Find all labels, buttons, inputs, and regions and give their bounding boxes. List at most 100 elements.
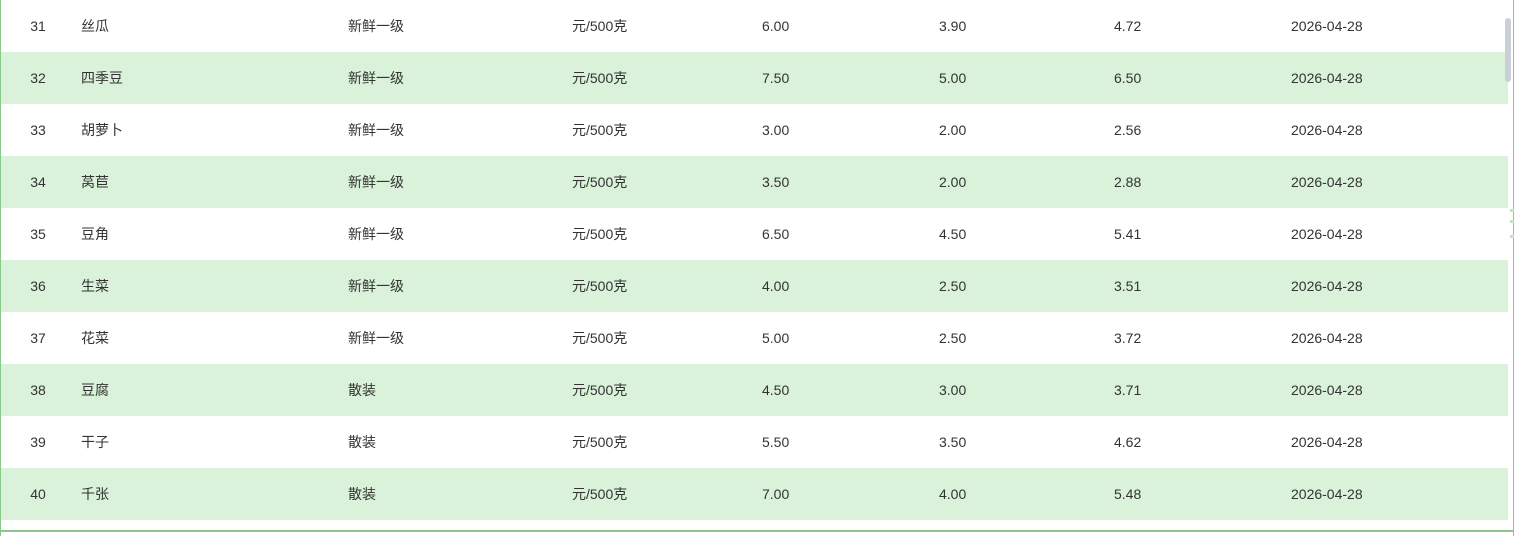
border-mark <box>1510 235 1514 238</box>
scrollbar-track[interactable] <box>1504 0 1512 530</box>
cell-avg-price: 4.72 <box>1114 18 1142 34</box>
cell-product-name: 胡萝卜 <box>81 122 123 138</box>
cell-high-price: 4.50 <box>762 382 790 398</box>
cell-date: 2026-04-28 <box>1291 18 1363 34</box>
cell-low-price: 3.90 <box>939 18 967 34</box>
table-row: 36 生菜 新鲜一级 元/500克 4.00 2.50 3.51 2026-04… <box>1 260 1508 312</box>
cell-product-name: 千张 <box>81 486 109 502</box>
cell-unit: 元/500克 <box>572 18 628 34</box>
cell-index: 34 <box>30 174 46 190</box>
cell-spec: 散装 <box>348 382 376 398</box>
cell-index: 36 <box>30 278 46 294</box>
cell-product-name: 生菜 <box>81 278 109 294</box>
cell-date: 2026-04-28 <box>1291 278 1363 294</box>
cell-product-name: 莴苣 <box>81 174 109 190</box>
cell-date: 2026-04-28 <box>1291 434 1363 450</box>
cell-low-price: 4.50 <box>939 226 967 242</box>
cell-avg-price: 5.41 <box>1114 226 1142 242</box>
table-border-right <box>1513 0 1514 536</box>
table-row: 32 四季豆 新鲜一级 元/500克 7.50 5.00 6.50 2026-0… <box>1 52 1508 104</box>
cell-low-price: 5.00 <box>939 70 967 86</box>
cell-high-price: 5.50 <box>762 434 790 450</box>
cell-unit: 元/500克 <box>572 70 628 86</box>
cell-avg-price: 3.72 <box>1114 330 1142 346</box>
table-row: 38 豆腐 散装 元/500克 4.50 3.00 3.71 2026-04-2… <box>1 364 1508 416</box>
cell-index: 38 <box>30 382 46 398</box>
cell-low-price: 3.00 <box>939 382 967 398</box>
cell-high-price: 6.00 <box>762 18 790 34</box>
cell-unit: 元/500克 <box>572 434 628 450</box>
cell-avg-price: 2.56 <box>1114 122 1142 138</box>
cell-index: 32 <box>30 70 46 86</box>
cell-low-price: 3.50 <box>939 434 967 450</box>
cell-spec: 新鲜一级 <box>348 18 404 34</box>
cell-date: 2026-04-28 <box>1291 226 1363 242</box>
table-row: 31 丝瓜 新鲜一级 元/500克 6.00 3.90 4.72 2026-04… <box>1 0 1508 52</box>
cell-avg-price: 3.51 <box>1114 278 1142 294</box>
cell-unit: 元/500克 <box>572 486 628 502</box>
cell-unit: 元/500克 <box>572 330 628 346</box>
scrollbar-thumb[interactable] <box>1505 18 1511 82</box>
cell-avg-price: 3.71 <box>1114 382 1142 398</box>
cell-product-name: 豆角 <box>81 226 109 242</box>
cell-spec: 新鲜一级 <box>348 70 404 86</box>
cell-spec: 新鲜一级 <box>348 226 404 242</box>
cell-product-name: 四季豆 <box>81 70 123 86</box>
cell-low-price: 2.50 <box>939 278 967 294</box>
cell-product-name: 花菜 <box>81 330 109 346</box>
cell-index: 35 <box>30 226 46 242</box>
cell-date: 2026-04-28 <box>1291 174 1363 190</box>
cell-spec: 新鲜一级 <box>348 174 404 190</box>
cell-product-name: 豆腐 <box>81 382 109 398</box>
table-row: 37 花菜 新鲜一级 元/500克 5.00 2.50 3.72 2026-04… <box>1 312 1508 364</box>
table-row: 39 干子 散装 元/500克 5.50 3.50 4.62 2026-04-2… <box>1 416 1508 468</box>
cell-high-price: 4.00 <box>762 278 790 294</box>
cell-date: 2026-04-28 <box>1291 382 1363 398</box>
cell-high-price: 5.00 <box>762 330 790 346</box>
table-border-bottom <box>0 530 1514 532</box>
cell-unit: 元/500克 <box>572 122 628 138</box>
cell-low-price: 4.00 <box>939 486 967 502</box>
cell-high-price: 3.00 <box>762 122 790 138</box>
cell-high-price: 7.00 <box>762 486 790 502</box>
cell-low-price: 2.00 <box>939 174 967 190</box>
cell-product-name: 丝瓜 <box>81 18 109 34</box>
cell-low-price: 2.50 <box>939 330 967 346</box>
cell-avg-price: 6.50 <box>1114 70 1142 86</box>
cell-low-price: 2.00 <box>939 122 967 138</box>
cell-date: 2026-04-28 <box>1291 330 1363 346</box>
cell-high-price: 7.50 <box>762 70 790 86</box>
cell-unit: 元/500克 <box>572 382 628 398</box>
table-row: 40 千张 散装 元/500克 7.00 4.00 5.48 2026-04-2… <box>1 468 1508 520</box>
cell-index: 40 <box>30 486 46 502</box>
cell-spec: 散装 <box>348 434 376 450</box>
cell-index: 31 <box>30 18 46 34</box>
cell-index: 39 <box>30 434 46 450</box>
cell-date: 2026-04-28 <box>1291 70 1363 86</box>
cell-avg-price: 4.62 <box>1114 434 1142 450</box>
cell-index: 33 <box>30 122 46 138</box>
cell-unit: 元/500克 <box>572 174 628 190</box>
cell-product-name: 干子 <box>81 434 109 450</box>
table-border-left <box>0 0 1 536</box>
cell-date: 2026-04-28 <box>1291 122 1363 138</box>
table-row: 33 胡萝卜 新鲜一级 元/500克 3.00 2.00 2.56 2026-0… <box>1 104 1508 156</box>
cell-unit: 元/500克 <box>572 226 628 242</box>
border-mark <box>1510 220 1514 223</box>
cell-date: 2026-04-28 <box>1291 486 1363 502</box>
cell-spec: 新鲜一级 <box>348 278 404 294</box>
cell-spec: 新鲜一级 <box>348 330 404 346</box>
cell-avg-price: 5.48 <box>1114 486 1142 502</box>
cell-avg-price: 2.88 <box>1114 174 1142 190</box>
cell-spec: 散装 <box>348 486 376 502</box>
table-row: 35 豆角 新鲜一级 元/500克 6.50 4.50 5.41 2026-04… <box>1 208 1508 260</box>
cell-high-price: 3.50 <box>762 174 790 190</box>
table-row: 34 莴苣 新鲜一级 元/500克 3.50 2.00 2.88 2026-04… <box>1 156 1508 208</box>
cell-high-price: 6.50 <box>762 226 790 242</box>
border-mark <box>1510 209 1514 212</box>
cell-unit: 元/500克 <box>572 278 628 294</box>
cell-index: 37 <box>30 330 46 346</box>
cell-spec: 新鲜一级 <box>348 122 404 138</box>
